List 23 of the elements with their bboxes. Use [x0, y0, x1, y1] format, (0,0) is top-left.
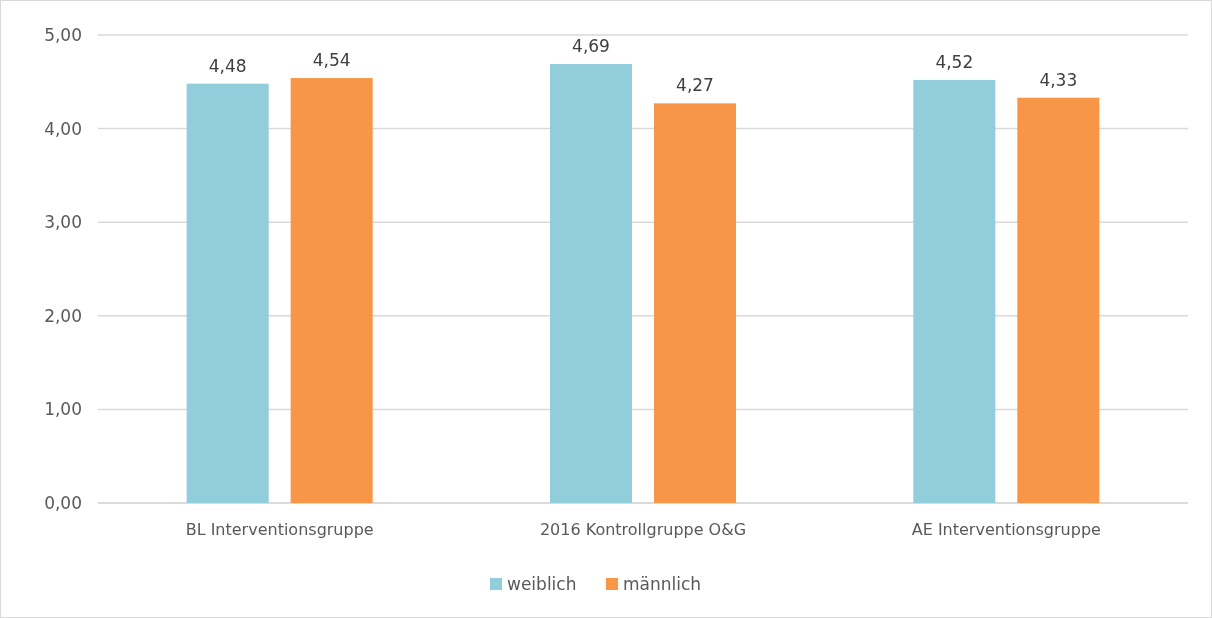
bar: [290, 78, 373, 503]
legend-label: weiblich: [507, 573, 577, 594]
x-tick-label: AE Interventionsgruppe: [911, 520, 1101, 539]
data-label: 4,48: [208, 55, 247, 76]
y-tick-label: 4,00: [44, 118, 82, 139]
y-tick-label: 5,00: [44, 24, 82, 45]
data-label: 4,52: [935, 51, 974, 72]
legend-label: männlich: [623, 573, 702, 594]
y-tick-label: 1,00: [44, 399, 82, 420]
x-tick-label: 2016 Kontrollgruppe O&G: [539, 520, 747, 539]
y-tick-label: 0,00: [44, 492, 82, 513]
bar: [913, 79, 996, 503]
bar: [654, 103, 736, 503]
data-label: 4,27: [676, 75, 714, 96]
y-tick-label: 3,00: [44, 212, 82, 233]
bar: [1017, 97, 1100, 503]
bar: [186, 83, 269, 503]
data-label: 4,69: [572, 36, 610, 57]
x-tick-label: BL Interventionsgruppe: [185, 520, 374, 539]
data-label: 4,33: [1039, 69, 1078, 90]
data-label: 4,54: [312, 50, 351, 71]
y-tick-label: 2,00: [44, 305, 82, 326]
bar: [550, 64, 632, 503]
